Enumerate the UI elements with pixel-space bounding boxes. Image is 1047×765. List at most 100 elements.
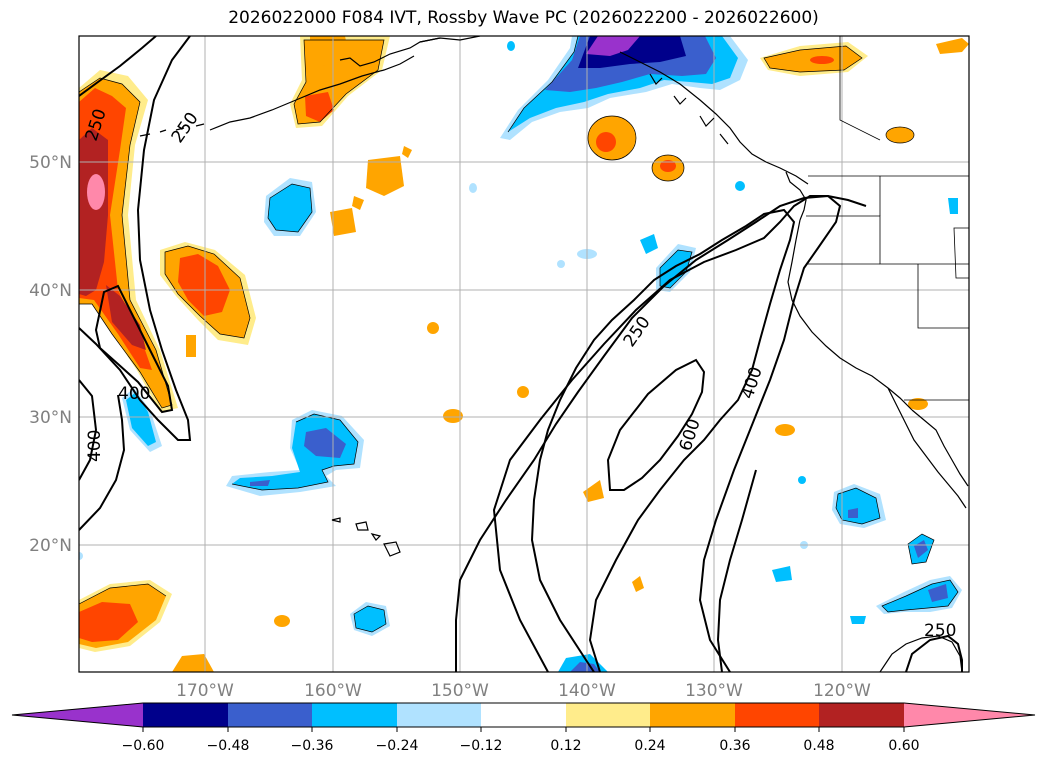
anomaly-outline-southeast — [881, 579, 959, 613]
contour-250-east-outer — [455, 194, 867, 672]
lat-label-40n: 40°N — [29, 281, 72, 301]
hawaii-island-2 — [355, 521, 369, 531]
us-west-coast — [787, 219, 913, 411]
colorbar-label-neg-036: −0.36 — [291, 738, 334, 754]
hawaii-island-3 — [370, 533, 382, 541]
contour-400-west — [79, 379, 98, 481]
anomaly-central-spot — [186, 335, 196, 357]
colorbar-swatch-7 — [650, 703, 735, 727]
anomaly-small-patch — [366, 156, 404, 196]
colorbar-swatch-4 — [397, 703, 481, 727]
anomaly-outline-hawaii — [353, 605, 387, 633]
map-frame — [78, 35, 970, 673]
lon-label-150w: 150°W — [431, 681, 489, 701]
lon-label-140w: 140°W — [558, 681, 616, 701]
colorbar-label-pos-048: 0.48 — [803, 738, 834, 754]
anomaly-pacific-red-2 — [660, 160, 676, 172]
lat-label-30n: 30°N — [29, 408, 72, 428]
contour-250-west-lower — [79, 394, 126, 531]
anomaly-midpacific-cool-2 — [640, 234, 658, 254]
anomaly-mexico-sky — [836, 488, 880, 524]
longitude-labels: 170°W 160°W 150°W 140°W 130°W 120°W — [176, 681, 871, 701]
latitude-labels: 50°N 40°N 30°N 20°N — [29, 153, 72, 556]
anomaly-hawaii-sky — [354, 606, 386, 632]
colorbar-label-pos-012: 0.12 — [550, 738, 581, 754]
anomaly-small-patch-2 — [330, 208, 356, 236]
anomaly-point-cool-6 — [469, 183, 477, 193]
anomaly-northeast-red — [810, 56, 834, 64]
colorbar-swatch-8 — [735, 703, 819, 727]
anomaly-point-cool-3 — [948, 198, 958, 214]
anomaly-outline-alaska — [507, 36, 579, 133]
anomaly-pacific-red — [596, 132, 616, 152]
anomaly-west-edge-pink — [87, 174, 105, 210]
lon-label-120w: 120°W — [813, 681, 871, 701]
anomaly-central-red — [178, 254, 230, 316]
colorbar-label-neg-024: −0.24 — [376, 738, 419, 754]
anomaly-outline-mexico — [835, 487, 881, 525]
negative-anomaly-shading — [79, 36, 962, 672]
anomaly-midpacific-sky — [660, 250, 692, 288]
aleutian-islands — [139, 123, 205, 137]
contour-400-east — [530, 208, 796, 672]
anomaly-southeast-royal — [928, 584, 948, 602]
contour-600 — [606, 358, 706, 491]
contour-250-east — [492, 195, 842, 672]
anomaly-point-5 — [775, 424, 795, 436]
anomaly-small-patch-4 — [352, 196, 364, 210]
map-field: 250 250 400 400 250 400 600 250 — [79, 36, 969, 672]
anomaly-west-edge-brick — [79, 128, 108, 296]
anomaly-cool-patch-sky — [268, 184, 312, 232]
anomaly-alaska-purple — [586, 36, 640, 56]
border-states-1 — [806, 215, 969, 265]
colorbar-arrow-left — [12, 703, 143, 727]
anomaly-mexico-royal — [848, 508, 858, 518]
colorbar-label-neg-060: −0.60 — [122, 738, 165, 754]
anomaly-point-cool-8 — [798, 476, 806, 484]
anomaly-subtropic-royal-2 — [250, 480, 270, 486]
anomaly-outline-subtropic — [231, 413, 359, 491]
contour-label-250-west: 250 — [168, 109, 203, 147]
colorbar-swatch-1 — [143, 703, 228, 727]
anomaly-point-2 — [517, 386, 529, 398]
ivt-contours — [79, 36, 963, 672]
anomaly-west-edge-brick-2 — [106, 285, 146, 350]
baja-california — [887, 387, 967, 509]
contour-label-400-west-side: 400 — [85, 430, 105, 462]
contour-label-400-west: 400 — [118, 384, 150, 404]
lat-label-20n: 20°N — [29, 536, 72, 556]
colorbar-label-neg-048: −0.48 — [207, 738, 250, 754]
contour-label-600: 600 — [676, 417, 705, 454]
contour-label-400-east: 400 — [738, 365, 767, 402]
lon-label-160w: 160°W — [304, 681, 362, 701]
anomaly-southwest-red — [79, 602, 138, 642]
colorbar-swatch-9 — [819, 703, 904, 727]
anomaly-outline-northeast — [763, 45, 863, 73]
alaska-coast — [339, 37, 441, 67]
colorbar: −0.60 −0.48 −0.36 −0.24 −0.12 0.12 0.24 … — [11, 702, 1036, 754]
anomaly-outline-cool-patch — [267, 183, 313, 233]
alaska-peninsula-coast — [209, 55, 415, 131]
anomaly-point-cool-10 — [507, 41, 515, 51]
panhandle-coast — [619, 51, 809, 185]
border-states-5 — [953, 227, 969, 279]
graticule — [79, 36, 969, 672]
positive-anomaly-shading — [79, 36, 969, 672]
anomaly-gulf-orange-2 — [310, 36, 350, 66]
anomaly-northeast-orange-2 — [936, 38, 969, 54]
anomaly-small-patch-3 — [402, 146, 412, 158]
colorbar-label-pos-036: 0.36 — [719, 738, 750, 754]
anomaly-point-4 — [632, 576, 644, 592]
anomaly-outline-southwest — [79, 583, 167, 605]
panhandle-islands — [649, 73, 729, 145]
border-states-3 — [917, 264, 969, 329]
contour-250-southeast — [905, 634, 963, 672]
anomaly-point-cool-5 — [557, 260, 565, 268]
border-alaska-canada — [839, 36, 881, 141]
anomaly-point-cool-11 — [79, 552, 83, 560]
map-title: 2026022000 F084 IVT, Rossby Wave PC (202… — [228, 8, 819, 28]
colorbar-swatch-6 — [566, 703, 650, 727]
gulf-coast-south — [419, 36, 481, 43]
lat-label-50n: 50°N — [29, 153, 72, 173]
